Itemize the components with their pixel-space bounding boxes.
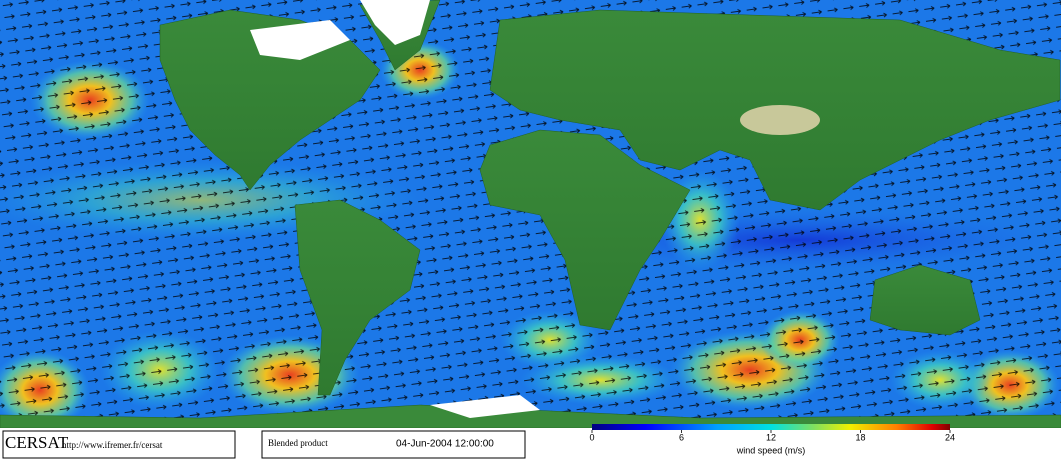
- logo-box: [2, 430, 236, 459]
- product: Blended product: [268, 438, 328, 448]
- date: 04-Jun-2004 12:00:00: [396, 439, 494, 450]
- colorbar-label: wind speed (m/s): [736, 445, 806, 455]
- colorbar: wind speed (m/s) 0 6 12 18 24: [589, 424, 955, 455]
- logo: CERSAT: [5, 433, 69, 452]
- continents: [0, 0, 1061, 429]
- url: http://www.ifremer.fr/cersat: [62, 440, 163, 450]
- colorbar-tick-label: 6: [679, 432, 684, 442]
- colorbar-tick-label: 24: [945, 432, 955, 442]
- colorbar-tick-label: 12: [766, 432, 776, 442]
- ice: [250, 0, 540, 418]
- colorbar-tick-label: 0: [589, 432, 594, 442]
- info-box: [261, 430, 526, 459]
- colorbar-tick-label: 18: [855, 432, 865, 442]
- colorbar-scale: [592, 424, 950, 430]
